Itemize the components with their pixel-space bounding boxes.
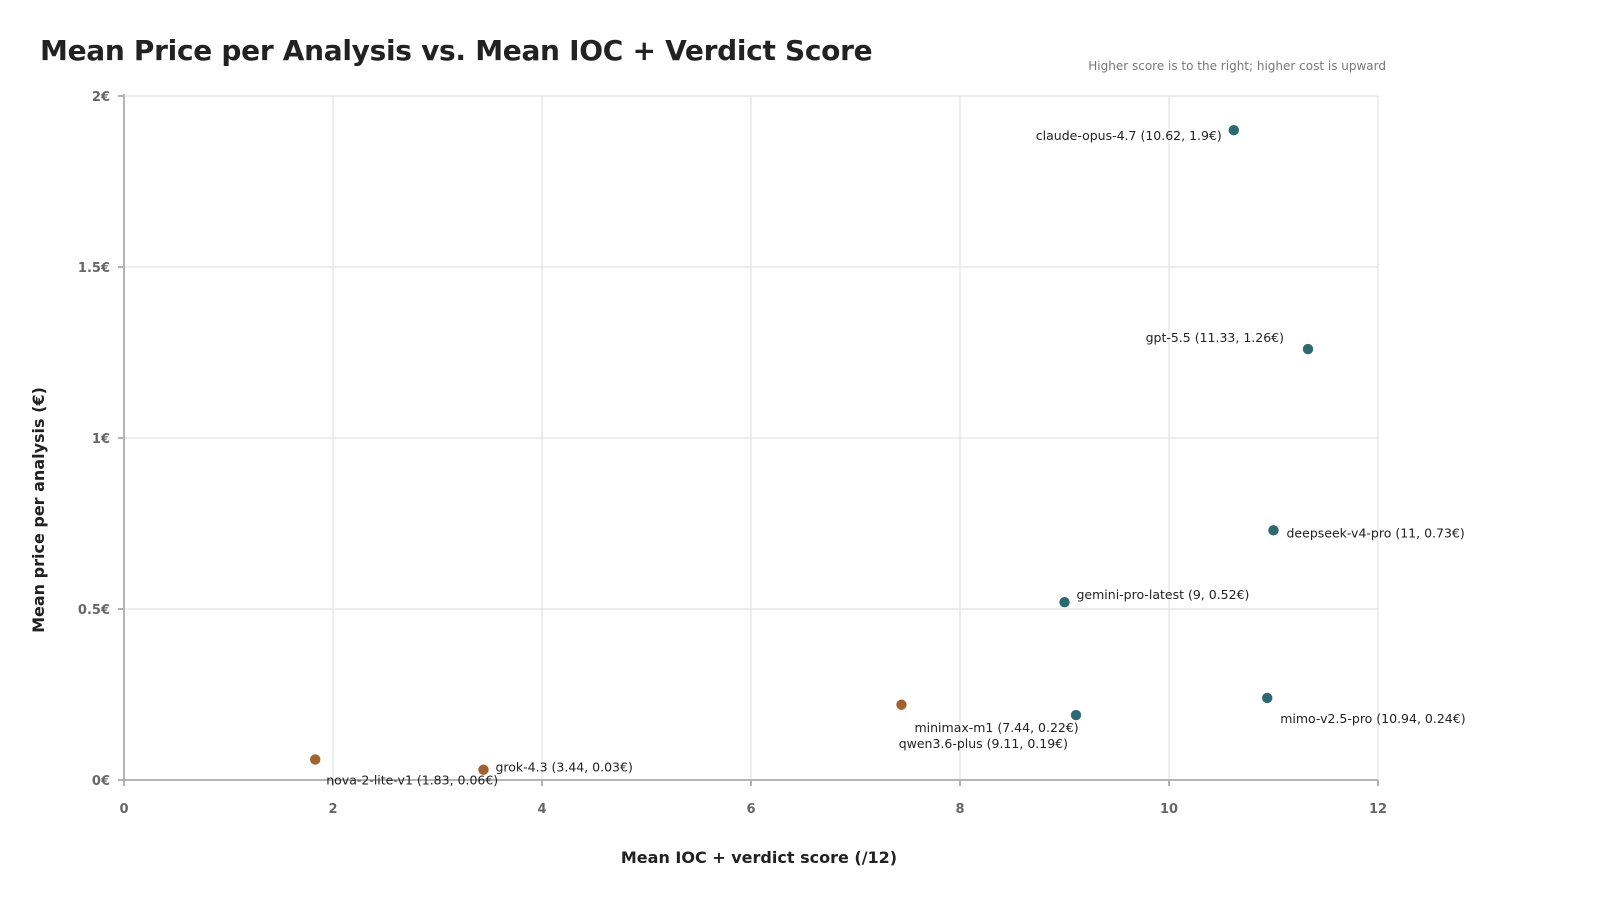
- chart-subtitle: Higher score is to the right; higher cos…: [1088, 59, 1386, 73]
- point-label: gemini-pro-latest (9, 0.52€): [1077, 587, 1250, 602]
- scatter-point: [1262, 692, 1273, 704]
- x-tick-label: 10: [1160, 802, 1178, 817]
- y-tick-label: 1.5€: [78, 261, 110, 276]
- point-label: grok-4.3 (3.44, 0.03€): [495, 760, 632, 775]
- x-tick-label: 6: [746, 802, 755, 817]
- x-tick-label: 0: [119, 802, 128, 817]
- point-label: qwen3.6-plus (9.11, 0.19€): [899, 736, 1068, 751]
- scatter-point: [310, 754, 321, 765]
- tick-labels: 0 2 4 6 8 10 12 0€ 0.5€ 1€ 1.5€ 2€: [78, 90, 1387, 817]
- scatter-point: [1302, 343, 1314, 355]
- scatter-point: [478, 764, 489, 775]
- point-label: deepseek-v4-pro (11, 0.73€): [1287, 525, 1465, 540]
- chart-title: Mean Price per Analysis vs. Mean IOC + V…: [40, 34, 873, 67]
- y-tick-label: 1€: [92, 432, 110, 447]
- y-tick-label: 0.5€: [78, 603, 110, 618]
- x-tick-label: 8: [955, 802, 964, 817]
- point-label: claude-opus-4.7 (10.62, 1.9€): [1036, 128, 1222, 143]
- grid: [124, 95, 1379, 780]
- data-points: [310, 125, 1314, 775]
- point-labels: claude-opus-4.7 (10.62, 1.9€) gpt-5.5 (11…: [326, 128, 1465, 787]
- x-tick-label: 2: [328, 802, 337, 817]
- y-axis-title: Mean price per analysis (€): [29, 387, 48, 633]
- point-label: mimo-v2.5-pro (10.94, 0.24€): [1280, 711, 1465, 726]
- point-label: gpt-5.5 (11.33, 1.26€): [1146, 330, 1284, 345]
- scatter-point: [1059, 596, 1070, 608]
- x-tick-label: 12: [1369, 802, 1387, 817]
- x-tick-label: 4: [537, 802, 546, 817]
- point-label: minimax-m1 (7.44, 0.22€): [914, 720, 1078, 735]
- scatter-point: [1228, 125, 1239, 136]
- y-tick-label: 0€: [92, 774, 110, 789]
- x-axis-title: Mean IOC + verdict score (/12): [621, 848, 897, 867]
- axes: [118, 94, 1379, 786]
- scatter-point: [1268, 525, 1279, 536]
- point-label: nova-2-lite-v1 (1.83, 0.06€): [326, 772, 498, 787]
- scatter-point: [1070, 709, 1082, 721]
- scatter-point: [896, 699, 907, 710]
- y-tick-label: 2€: [92, 90, 110, 105]
